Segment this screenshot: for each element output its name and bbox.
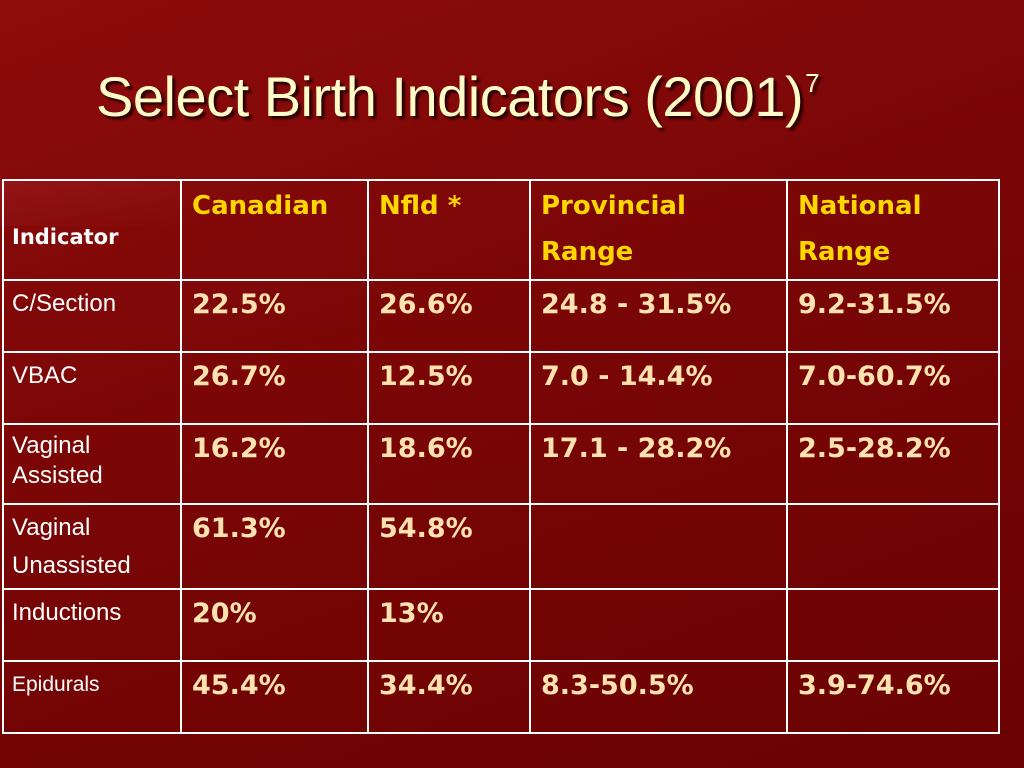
header-canadian-label: Canadian (192, 191, 329, 221)
header-national-line2: Range (798, 237, 891, 267)
header-national-line1: National (798, 191, 922, 221)
cell-nfld: 34.4% (367, 660, 531, 734)
indicator-label: Vaginal (12, 514, 91, 541)
cell-national (786, 503, 1000, 590)
cell-canadian: 22.5% (180, 279, 369, 353)
cell-canadian: 45.4% (180, 660, 369, 734)
indicator-label: Inductions (12, 599, 122, 626)
table-row: C/Section 22.5% 26.6% 24.8 - 31.5% 9.2-3… (2, 279, 1000, 353)
header-canadian: Canadian (180, 179, 369, 281)
header-nfld: Nfld * (367, 179, 531, 281)
cell-nfld: 13% (367, 588, 531, 662)
cell-provincial: 24.8 - 31.5% (529, 279, 788, 353)
header-indicator-label: Indicator (12, 225, 119, 249)
indicator-label: Epidurals (12, 673, 100, 696)
cell-nfld: 18.6% (367, 423, 531, 505)
indicator-label: C/Section (12, 290, 117, 317)
header-provincial-line1: Provincial (541, 191, 686, 221)
cell-canadian: 16.2% (180, 423, 369, 505)
cell-national: 2.5-28.2% (786, 423, 1000, 505)
header-indicator: Indicator (2, 179, 182, 281)
cell-canadian: 20% (180, 588, 369, 662)
cell-provincial: 7.0 - 14.4% (529, 351, 788, 425)
cell-canadian: 26.7% (180, 351, 369, 425)
table-row: Vaginal Unassisted 61.3% 54.8% (2, 503, 1000, 590)
table-row: Inductions 20% 13% (2, 588, 1000, 662)
indicator-label-line2: Assisted (12, 462, 103, 489)
row-indicator: Inductions (2, 588, 182, 662)
cell-nfld: 54.8% (367, 503, 531, 590)
cell-provincial (529, 503, 788, 590)
header-provincial-range: Provincial Range (529, 179, 788, 281)
indicator-label: VBAC (12, 362, 78, 389)
slide-title-text: Select Birth Indicators (2001) (96, 65, 804, 128)
title-footnote-marker: 7 (805, 68, 820, 99)
indicator-label-line2: Unassisted (12, 552, 131, 579)
table-row: Vaginal Assisted 16.2% 18.6% 17.1 - 28.2%… (2, 423, 1000, 505)
table-header-row: Indicator Canadian Nfld * Provincial Rang… (2, 179, 1000, 281)
header-provincial-line2: Range (541, 237, 634, 267)
row-indicator: Vaginal Assisted (2, 423, 182, 505)
row-indicator: Epidurals (2, 660, 182, 734)
slide-title: Select Birth Indicators (2001)7 (96, 64, 820, 129)
table-row: VBAC 26.7% 12.5% 7.0 - 14.4% 7.0-60.7% (2, 351, 1000, 425)
cell-national (786, 588, 1000, 662)
row-indicator: VBAC (2, 351, 182, 425)
cell-national: 3.9-74.6% (786, 660, 1000, 734)
table-row: Epidurals 45.4% 34.4% 8.3-50.5% 3.9-74.6… (2, 660, 1000, 734)
cell-provincial: 8.3-50.5% (529, 660, 788, 734)
indicator-label: Vaginal (12, 432, 91, 459)
cell-provincial (529, 588, 788, 662)
cell-national: 9.2-31.5% (786, 279, 1000, 353)
cell-nfld: 26.6% (367, 279, 531, 353)
header-nfld-label: Nfld * (379, 191, 462, 221)
birth-indicators-table: Indicator Canadian Nfld * Provincial Rang… (2, 179, 1000, 734)
header-national-range: National Range (786, 179, 1000, 281)
cell-national: 7.0-60.7% (786, 351, 1000, 425)
row-indicator: Vaginal Unassisted (2, 503, 182, 590)
row-indicator: C/Section (2, 279, 182, 353)
cell-provincial: 17.1 - 28.2% (529, 423, 788, 505)
cell-nfld: 12.5% (367, 351, 531, 425)
cell-canadian: 61.3% (180, 503, 369, 590)
